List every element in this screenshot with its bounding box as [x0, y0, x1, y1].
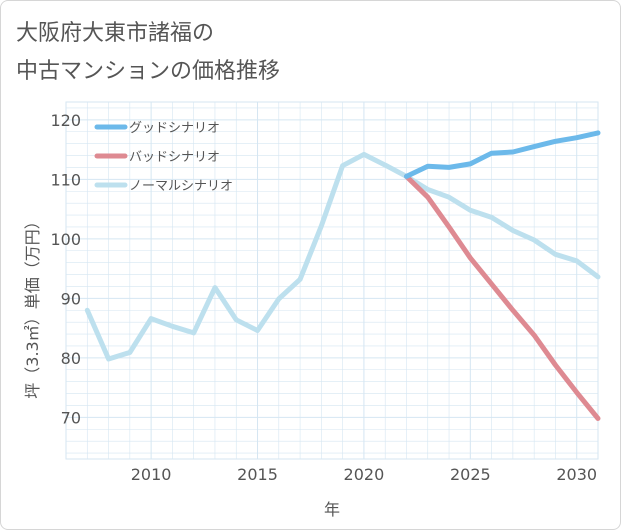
plot-frame: [65, 101, 599, 460]
axis-ticks: 2010 2015 2020 2025 2030 70 80 90 100 110 120: [50, 111, 597, 484]
y-tick-label: 90: [61, 289, 81, 308]
legend-label-bad: バッドシナリオ: [129, 150, 220, 165]
series-line-normal: [84, 151, 601, 362]
y-tick-label: 80: [61, 349, 81, 368]
chart-title-line-1: 大阪府大東市諸福の: [16, 21, 215, 46]
y-tick-label: 120: [50, 111, 81, 130]
series-lines: [84, 130, 601, 421]
y-tick-label: 100: [50, 230, 81, 249]
y-tick-label: 70: [61, 408, 81, 427]
x-tick-label: 2030: [556, 465, 597, 484]
y-axis-title: 坪（3.3㎡）単価（万円）: [23, 213, 42, 398]
series-line-good: [404, 130, 601, 179]
x-axis-title: 年: [324, 500, 340, 519]
x-tick-label: 2015: [237, 465, 278, 484]
y-tick-label: 110: [50, 170, 81, 189]
grid: [65, 101, 599, 460]
x-tick-label: 2010: [131, 465, 172, 484]
x-tick-label: 2020: [344, 465, 385, 484]
legend-label-normal: ノーマルシナリオ: [129, 179, 233, 194]
x-tick-label: 2025: [450, 465, 491, 484]
chart-title-line-2: 中古マンションの価格推移: [16, 59, 281, 84]
series-line-bad: [404, 173, 601, 421]
legend-label-good: グッドシナリオ: [129, 121, 220, 136]
